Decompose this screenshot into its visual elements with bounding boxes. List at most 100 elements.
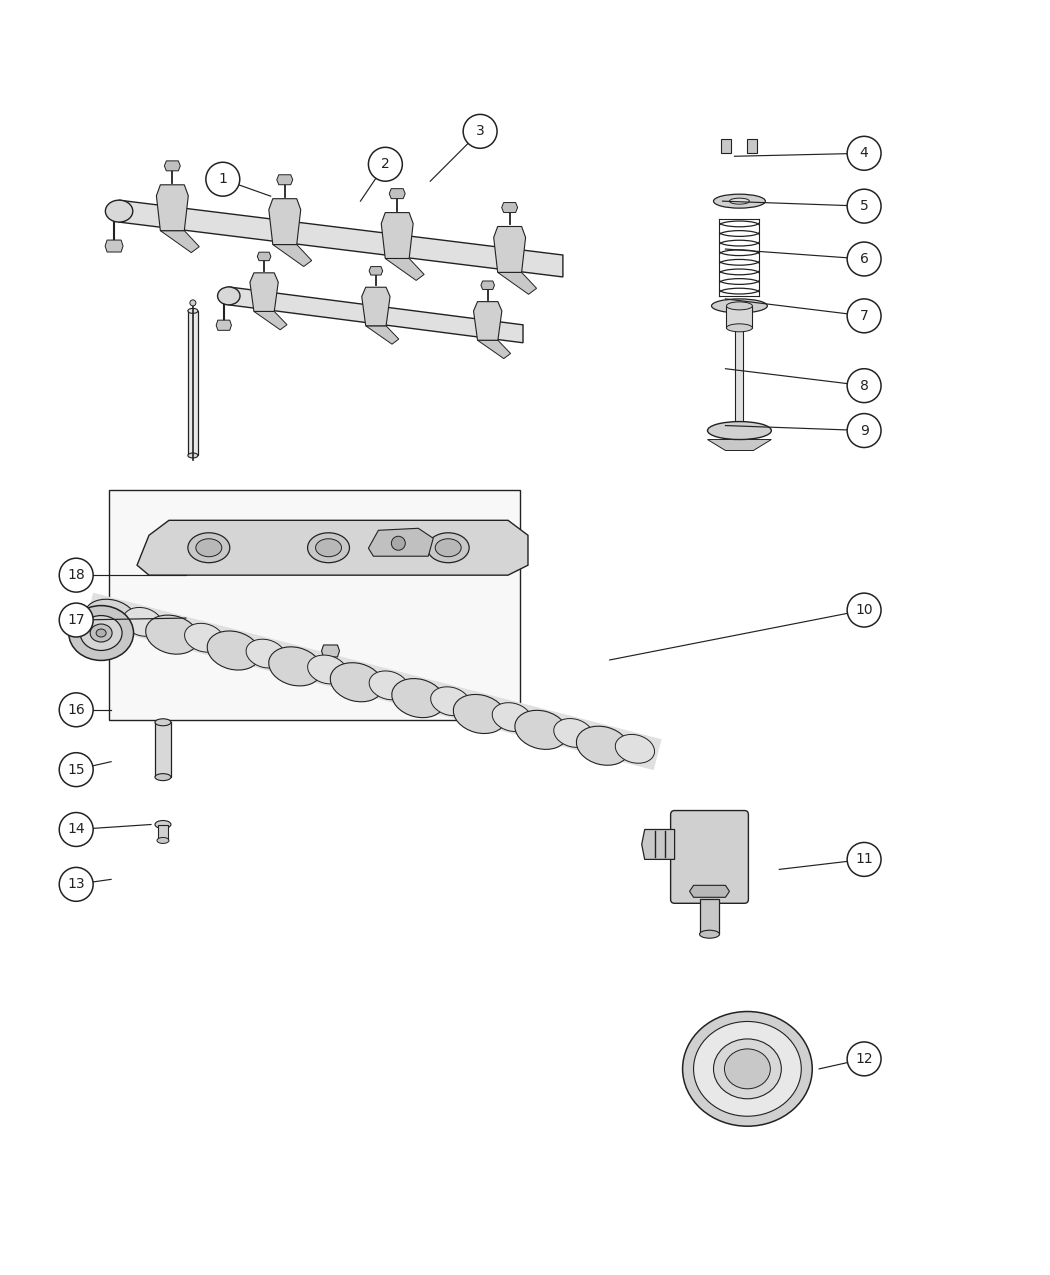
Ellipse shape <box>155 774 171 780</box>
Ellipse shape <box>714 194 765 208</box>
Ellipse shape <box>188 453 197 458</box>
Polygon shape <box>85 593 662 770</box>
Polygon shape <box>254 311 287 330</box>
Text: 5: 5 <box>860 199 868 213</box>
Text: 14: 14 <box>67 822 85 836</box>
Ellipse shape <box>724 1049 771 1089</box>
Polygon shape <box>269 199 300 245</box>
Circle shape <box>206 162 239 196</box>
Bar <box>109 491 520 720</box>
Circle shape <box>847 189 881 223</box>
FancyBboxPatch shape <box>671 811 749 903</box>
Circle shape <box>847 413 881 448</box>
Ellipse shape <box>727 302 753 310</box>
Ellipse shape <box>105 200 132 222</box>
Circle shape <box>847 298 881 333</box>
Text: 15: 15 <box>67 762 85 776</box>
Ellipse shape <box>712 298 768 312</box>
Circle shape <box>59 692 93 727</box>
Polygon shape <box>321 645 339 657</box>
Polygon shape <box>690 885 730 898</box>
Ellipse shape <box>316 539 341 557</box>
Ellipse shape <box>699 931 719 938</box>
Text: 1: 1 <box>218 172 227 186</box>
Circle shape <box>59 752 93 787</box>
Polygon shape <box>708 440 772 450</box>
Ellipse shape <box>514 710 568 750</box>
Text: 13: 13 <box>67 877 85 891</box>
Ellipse shape <box>207 631 260 671</box>
Text: 4: 4 <box>860 147 868 161</box>
Ellipse shape <box>123 607 163 636</box>
Ellipse shape <box>576 727 629 765</box>
Polygon shape <box>721 139 732 153</box>
Polygon shape <box>105 240 123 252</box>
Circle shape <box>59 867 93 901</box>
Circle shape <box>847 843 881 876</box>
Polygon shape <box>381 213 413 259</box>
Ellipse shape <box>80 616 122 650</box>
Text: 8: 8 <box>860 379 868 393</box>
Text: 12: 12 <box>856 1052 873 1066</box>
Polygon shape <box>273 245 312 266</box>
Circle shape <box>463 115 497 148</box>
Polygon shape <box>474 302 502 340</box>
Ellipse shape <box>708 422 772 440</box>
Ellipse shape <box>727 324 753 332</box>
Polygon shape <box>642 830 674 859</box>
Ellipse shape <box>370 671 408 700</box>
Text: 2: 2 <box>381 157 390 171</box>
Bar <box>699 899 719 935</box>
Polygon shape <box>370 266 382 275</box>
Ellipse shape <box>188 533 230 562</box>
Circle shape <box>369 148 402 181</box>
Text: 10: 10 <box>856 603 873 617</box>
Ellipse shape <box>155 719 171 725</box>
Text: 6: 6 <box>860 252 868 266</box>
Polygon shape <box>498 273 537 295</box>
Ellipse shape <box>217 287 240 305</box>
Ellipse shape <box>188 309 197 314</box>
Ellipse shape <box>682 1011 813 1126</box>
Ellipse shape <box>427 533 469 562</box>
Polygon shape <box>365 326 399 344</box>
Bar <box>158 825 168 840</box>
Ellipse shape <box>185 623 224 652</box>
Text: 17: 17 <box>67 613 85 627</box>
Circle shape <box>59 812 93 847</box>
Circle shape <box>847 593 881 627</box>
Ellipse shape <box>246 639 286 668</box>
Ellipse shape <box>269 646 321 686</box>
Circle shape <box>392 537 405 551</box>
Ellipse shape <box>68 606 133 660</box>
Ellipse shape <box>714 1039 781 1099</box>
Polygon shape <box>119 200 563 277</box>
Circle shape <box>847 242 881 275</box>
Ellipse shape <box>146 615 198 654</box>
Ellipse shape <box>694 1021 801 1116</box>
Ellipse shape <box>155 821 171 829</box>
Circle shape <box>847 136 881 171</box>
Polygon shape <box>277 175 293 185</box>
Polygon shape <box>161 231 200 252</box>
Text: 16: 16 <box>67 703 85 717</box>
Polygon shape <box>250 273 278 311</box>
Polygon shape <box>369 528 434 556</box>
Polygon shape <box>390 189 405 199</box>
Circle shape <box>847 368 881 403</box>
Text: 9: 9 <box>860 423 868 437</box>
Circle shape <box>59 558 93 592</box>
Bar <box>155 722 171 778</box>
Ellipse shape <box>331 663 383 701</box>
Ellipse shape <box>308 533 350 562</box>
Polygon shape <box>165 161 181 171</box>
Ellipse shape <box>436 539 461 557</box>
Polygon shape <box>385 259 424 280</box>
Polygon shape <box>156 185 188 231</box>
Ellipse shape <box>97 629 106 638</box>
Bar <box>735 329 743 431</box>
Circle shape <box>59 603 93 638</box>
Polygon shape <box>362 287 390 326</box>
Ellipse shape <box>392 678 445 718</box>
Ellipse shape <box>308 655 346 683</box>
